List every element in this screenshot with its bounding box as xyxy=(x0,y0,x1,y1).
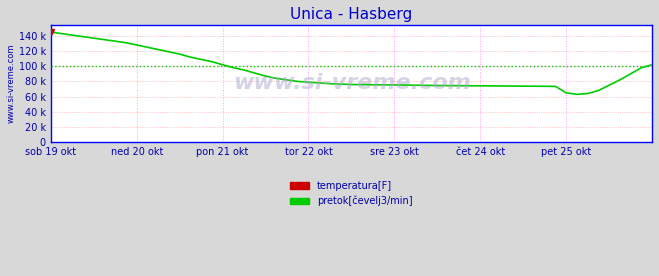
Legend: temperatura[F], pretok[čevelj3/min]: temperatura[F], pretok[čevelj3/min] xyxy=(286,177,416,210)
Y-axis label: www.si-vreme.com: www.si-vreme.com xyxy=(7,44,16,123)
Text: www.si-vreme.com: www.si-vreme.com xyxy=(233,73,471,93)
Title: Unica - Hasberg: Unica - Hasberg xyxy=(291,7,413,22)
